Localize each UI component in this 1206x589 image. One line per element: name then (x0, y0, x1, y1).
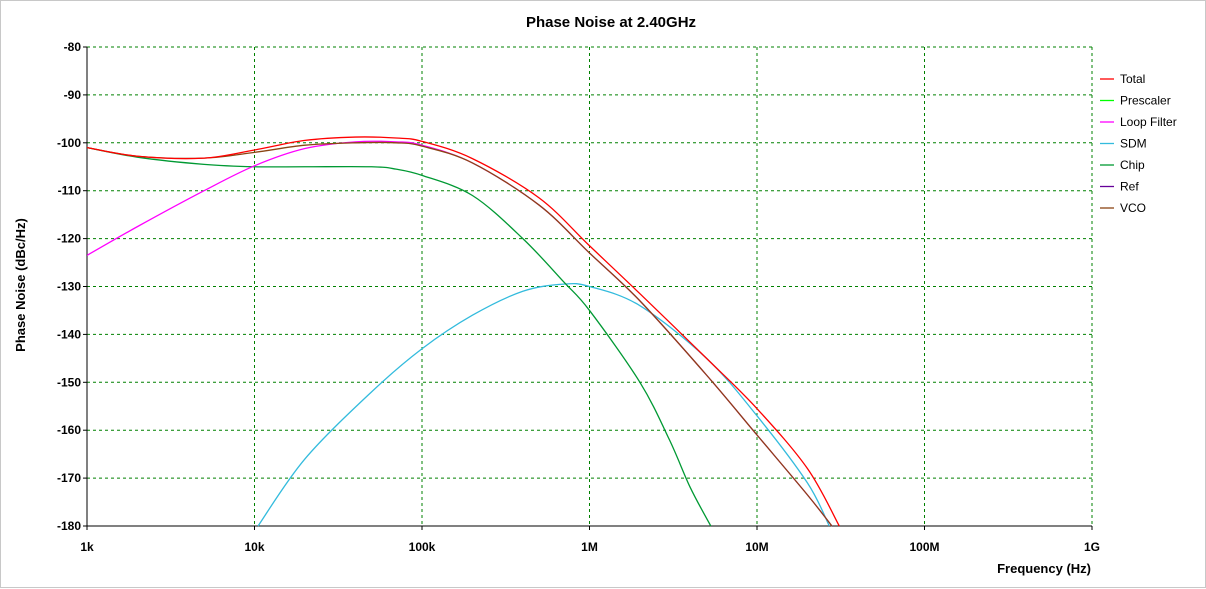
y-tick-label: -120 (57, 232, 81, 246)
x-tick-label: 1G (1084, 540, 1100, 554)
series-lines (87, 136, 840, 527)
x-axis-label: Frequency (Hz) (997, 561, 1091, 576)
x-tick-label: 10M (745, 540, 768, 554)
y-tick-label: -170 (57, 471, 81, 485)
legend-label-prescaler: Prescaler (1120, 94, 1171, 108)
x-tick-label: 100k (409, 540, 436, 554)
y-tick-label: -180 (57, 519, 81, 533)
y-tick-label: -130 (57, 280, 81, 294)
series-line-sdm (257, 282, 830, 527)
legend: Total Prescaler Loop Filter SDM Chip Ref VCO (1100, 72, 1177, 215)
y-tick-label: -110 (58, 184, 82, 198)
legend-label-total: Total (1120, 72, 1145, 86)
legend-label-vco: VCO (1120, 201, 1146, 215)
y-tick-label: -90 (64, 88, 82, 102)
legend-label-chip: Chip (1120, 158, 1145, 172)
y-tick-label: -160 (57, 423, 81, 437)
y-tick-label: -140 (57, 327, 81, 341)
legend-label-loop-filter: Loop Filter (1120, 115, 1177, 129)
x-tick-label: 100M (909, 540, 939, 554)
x-tick-label: 10k (244, 540, 264, 554)
x-tick-label: 1k (80, 540, 94, 554)
legend-label-ref: Ref (1120, 180, 1139, 194)
series-line-chip (87, 146, 712, 527)
series-line-vco (87, 141, 833, 527)
y-tick-label: -80 (64, 40, 82, 54)
series-line-total (87, 136, 840, 527)
x-tick-label: 1M (581, 540, 598, 554)
chart-title: Phase Noise at 2.40GHz (526, 14, 696, 31)
series-line-loop-filter (87, 140, 833, 527)
y-axis-label: Phase Noise (dBc/Hz) (13, 218, 28, 352)
y-tick-label: -150 (57, 375, 81, 389)
axes: -80 -90 -100 -110 -120 -130 -140 -150 -160 -170 -1… (57, 40, 1100, 554)
legend-label-sdm: SDM (1120, 137, 1147, 151)
y-tick-label: -100 (57, 136, 81, 150)
